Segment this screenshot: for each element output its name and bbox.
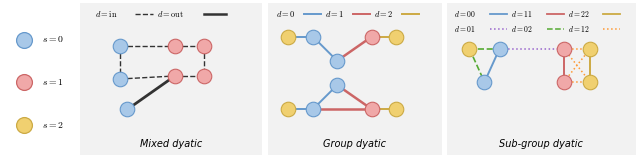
- Point: [495, 47, 505, 50]
- Point: [308, 35, 318, 38]
- FancyBboxPatch shape: [74, 0, 268, 158]
- Point: [170, 75, 180, 77]
- FancyBboxPatch shape: [262, 0, 447, 158]
- Point: [585, 81, 595, 83]
- Point: [115, 44, 125, 47]
- Text: $s=0$: $s=0$: [42, 34, 63, 45]
- Point: [391, 108, 401, 111]
- Point: [170, 44, 180, 47]
- Point: [115, 78, 125, 80]
- Point: [367, 35, 377, 38]
- Point: [559, 47, 569, 50]
- FancyBboxPatch shape: [441, 0, 640, 158]
- Point: [19, 81, 29, 83]
- Text: $d=00$: $d=00$: [454, 9, 476, 19]
- Point: [122, 108, 132, 111]
- Text: $d=0$: $d=0$: [276, 9, 296, 19]
- Point: [332, 60, 342, 62]
- Text: $s=1$: $s=1$: [42, 77, 63, 87]
- Text: $d=01$: $d=01$: [454, 24, 476, 34]
- Text: $d=\mathrm{out}$: $d=\mathrm{out}$: [157, 9, 184, 19]
- Text: Sub-group dyatic: Sub-group dyatic: [499, 139, 583, 149]
- Point: [284, 35, 294, 38]
- Point: [367, 108, 377, 111]
- Point: [559, 81, 569, 83]
- Point: [585, 47, 595, 50]
- Point: [19, 124, 29, 126]
- Point: [479, 81, 490, 83]
- Text: $d=2$: $d=2$: [374, 9, 393, 19]
- Text: $s=2$: $s=2$: [42, 120, 63, 130]
- Point: [464, 47, 474, 50]
- Text: $d=12$: $d=12$: [568, 24, 589, 34]
- Text: $d=11$: $d=11$: [511, 9, 532, 19]
- Point: [391, 35, 401, 38]
- Text: $d=02$: $d=02$: [511, 24, 532, 34]
- Text: $d=22$: $d=22$: [568, 9, 589, 19]
- Point: [199, 44, 209, 47]
- Text: Group dyatic: Group dyatic: [323, 139, 386, 149]
- Point: [332, 84, 342, 86]
- Text: Mixed dyatic: Mixed dyatic: [140, 139, 202, 149]
- Point: [284, 108, 294, 111]
- Point: [19, 38, 29, 41]
- Text: $d=\mathrm{in}$: $d=\mathrm{in}$: [95, 9, 117, 19]
- Text: $d=1$: $d=1$: [325, 9, 344, 19]
- Point: [199, 75, 209, 77]
- Point: [308, 108, 318, 111]
